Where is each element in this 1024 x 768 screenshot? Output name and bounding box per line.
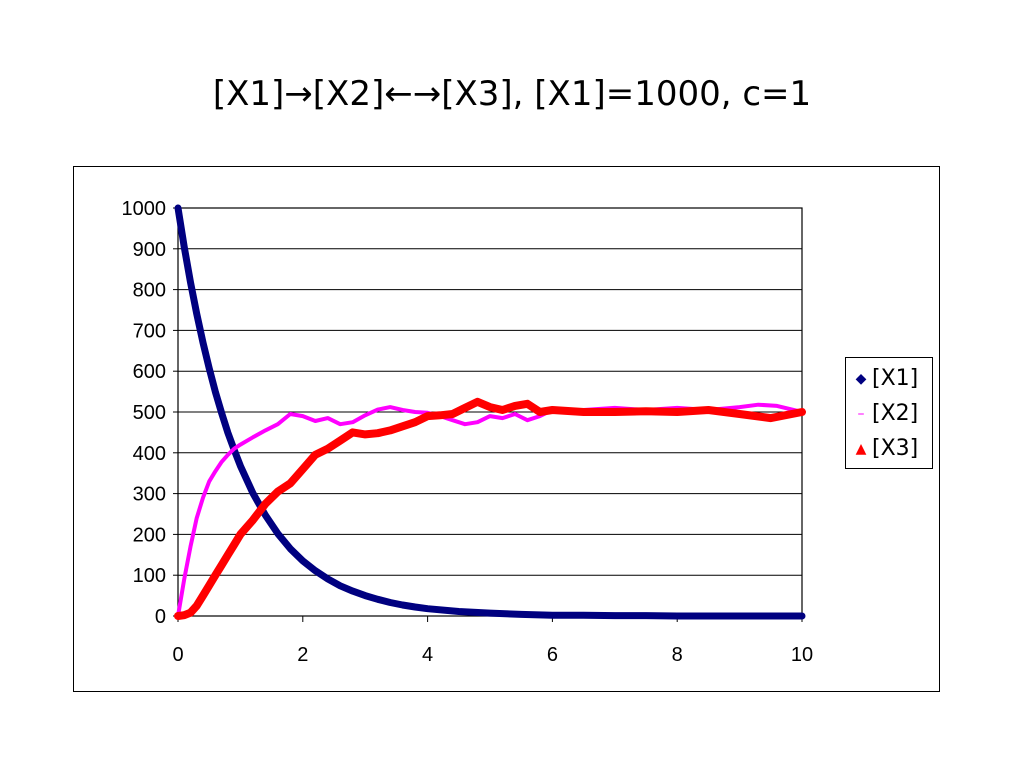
y-tick-label: 100 — [133, 565, 166, 587]
diamond-marker-icon: ◆ — [855, 371, 867, 387]
y-tick-label: 900 — [133, 239, 166, 261]
y-tick-label: 300 — [133, 484, 166, 506]
legend: ◆ [X1] – [X2] ▲ [X3] — [845, 357, 933, 469]
x-tick-label: 0 — [172, 644, 183, 666]
legend-item-x1: ◆ [X1] — [854, 364, 919, 394]
y-tick-label: 800 — [133, 280, 166, 302]
y-tick-label: 500 — [133, 402, 166, 424]
series-line-3 — [174, 397, 806, 620]
chart-frame: 0 100 200 300 400 500 600 700 800 900 1000 0 2 4 6 8 10 … — [73, 166, 940, 692]
line-chart: 0 100 200 300 400 500 600 700 800 900 1000 0 2 4 6 8 10 — [122, 198, 814, 666]
legend-label-x1: [X1] — [872, 366, 919, 391]
legend-label-x3: [X3] — [872, 436, 919, 461]
x-tick-label: 8 — [672, 644, 683, 666]
x-tick-label: 10 — [791, 644, 813, 666]
x-tick-label: 4 — [422, 644, 433, 666]
x-tick-label: 6 — [547, 644, 558, 666]
y-tick-label: 200 — [133, 524, 166, 546]
x-tick-label: 2 — [297, 644, 308, 666]
y-tick-label: 600 — [133, 361, 166, 383]
series-line-2 — [176, 402, 804, 618]
y-tick-label: 400 — [133, 443, 166, 465]
legend-label-x2: [X2] — [872, 401, 919, 426]
series-line-1 — [174, 204, 806, 620]
y-tick-label: 0 — [155, 606, 166, 628]
legend-item-x3: ▲ [X3] — [854, 434, 919, 464]
dash-marker-icon: – — [857, 406, 865, 422]
legend-item-x2: – [X2] — [854, 399, 919, 429]
y-tick-label: 700 — [133, 320, 166, 342]
slide-title: [X1]→[X2]←→[X3], [X1]=1000, c=1 — [212, 74, 812, 114]
y-tick-label: 1000 — [122, 198, 167, 220]
triangle-marker-icon: ▲ — [855, 441, 867, 457]
